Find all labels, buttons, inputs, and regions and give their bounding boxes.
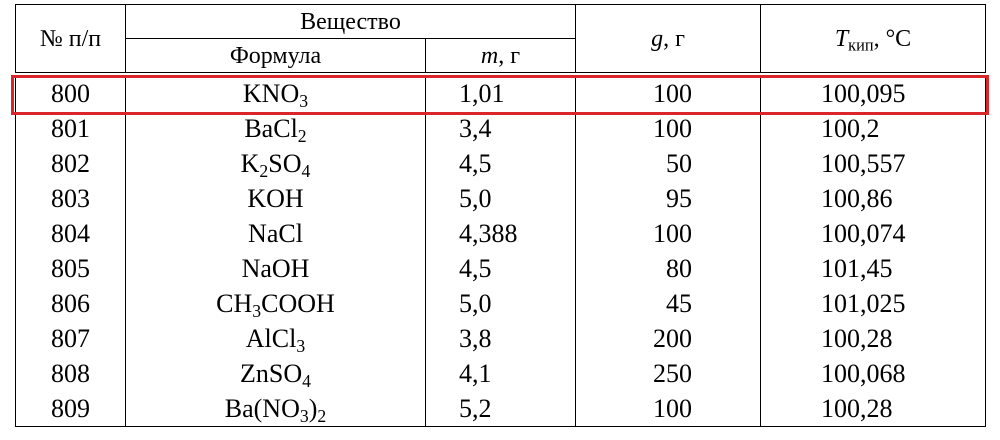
formula-part: K	[240, 148, 260, 178]
mass-cell: 5,0	[425, 286, 576, 321]
header-cell: Tкип, °C	[760, 4, 986, 76]
subscript: 3	[296, 335, 306, 356]
formula-cell: KOH	[125, 181, 426, 216]
subscript: 2	[259, 160, 269, 181]
formula-part: COOH	[261, 288, 335, 318]
header-cell: Формула	[125, 38, 426, 76]
number-cell: 806	[15, 286, 126, 321]
table-row: 808 ZnSO4 4,1 250 100,068	[15, 356, 986, 391]
subscript: 3	[299, 405, 309, 426]
water-cell: 45	[575, 286, 761, 321]
number-cell: 803	[15, 181, 126, 216]
formula-part: SO	[268, 148, 302, 178]
symbol: m	[480, 42, 499, 69]
boiling-cell: 100,557	[760, 146, 986, 181]
formula-cell: Ba(NO3)2	[125, 391, 426, 427]
number-cell: 802	[15, 146, 126, 181]
water-cell: 200	[575, 321, 761, 356]
boiling-cell: 100,28	[760, 321, 986, 356]
boiling-cell: 100,28	[760, 391, 986, 427]
number-cell: 808	[15, 356, 126, 391]
data-table: № п/п Вещество g, г Tкип, °C Формула m, …	[15, 4, 986, 427]
symbol: T	[834, 25, 849, 52]
water-cell: 100	[575, 216, 761, 251]
table-row: 804 NaCl 4,388 100 100,074	[15, 216, 986, 251]
number-cell: 809	[15, 391, 126, 427]
header-cell: № п/п	[15, 4, 126, 76]
water-cell: 95	[575, 181, 761, 216]
boiling-cell: 100,86	[760, 181, 986, 216]
formula-part: AlCl	[245, 323, 297, 353]
formula-cell: ZnSO4	[125, 356, 426, 391]
formula-cell: BaCl2	[125, 111, 426, 146]
table-row: 807 AlCl3 3,8 200 100,28	[15, 321, 986, 356]
table-row: 809 Ba(NO3)2 5,2 100 100,28	[15, 391, 986, 427]
formula-cell: K2SO4	[125, 146, 426, 181]
formula-part: CH	[216, 288, 253, 318]
number-cell: 804	[15, 216, 126, 251]
table-header: № п/п Вещество g, г Tкип, °C Формула m, …	[15, 4, 986, 76]
table-row: 803 KOH 5,0 95 100,86	[15, 181, 986, 216]
header-cell: m, г	[425, 38, 576, 76]
table-row: 805 NaOH 4,5 80 101,45	[15, 251, 986, 286]
unit: , г	[498, 42, 521, 69]
table-body: 800 KNO3 1,01 100 100,095 801 BaCl2 3,4 100 100,2…	[15, 74, 986, 427]
table-row: 802 K2SO4 4,5 50 100,557	[15, 146, 986, 181]
mass-cell: 4,5	[425, 146, 576, 181]
mass-cell: 3,8	[425, 321, 576, 356]
water-cell: 80	[575, 251, 761, 286]
formula-part: KNO	[242, 78, 300, 108]
unit: , °C	[873, 25, 912, 52]
formula-part: KOH	[247, 183, 304, 213]
table-row: 800 KNO3 1,01 100 100,095	[15, 74, 986, 111]
boiling-cell: 100,2	[760, 111, 986, 146]
formula-part: BaCl	[244, 113, 298, 143]
mass-cell: 4,1	[425, 356, 576, 391]
mass-cell: 4,388	[425, 216, 576, 251]
formula-part: NaOH	[241, 253, 310, 283]
formula-part: Ba(NO	[224, 393, 300, 423]
header-cell: g, г	[575, 4, 761, 76]
formula-cell: CH3COOH	[125, 286, 426, 321]
water-cell: 100	[575, 111, 761, 146]
number-cell: 801	[15, 111, 126, 146]
subscript: 2	[297, 125, 307, 146]
subscript: кип	[848, 35, 874, 55]
water-cell: 100	[575, 74, 761, 111]
mass-cell: 5,2	[425, 391, 576, 427]
boiling-cell: 100,074	[760, 216, 986, 251]
mass-cell: 1,01	[425, 74, 576, 111]
table-row: 801 BaCl2 3,4 100 100,2	[15, 111, 986, 146]
subscript: 4	[301, 160, 311, 181]
water-cell: 250	[575, 356, 761, 391]
formula-part: )	[308, 393, 318, 423]
header-cell: Вещество	[125, 4, 576, 39]
boiling-cell: 100,095	[760, 74, 986, 111]
subscript: 3	[252, 300, 262, 321]
boiling-cell: 100,068	[760, 356, 986, 391]
number-cell: 800	[15, 74, 126, 111]
subscript: 4	[302, 370, 311, 391]
water-cell: 50	[575, 146, 761, 181]
boiling-cell: 101,025	[760, 286, 986, 321]
symbol: g	[651, 25, 664, 52]
boiling-cell: 101,45	[760, 251, 986, 286]
water-cell: 100	[575, 391, 761, 427]
mass-cell: 3,4	[425, 111, 576, 146]
formula-cell: AlCl3	[125, 321, 426, 356]
subscript: 2	[317, 405, 327, 426]
unit: , г	[663, 25, 685, 52]
formula-cell: NaOH	[125, 251, 426, 286]
mass-cell: 4,5	[425, 251, 576, 286]
table-row: 806 CH3COOH 5,0 45 101,025	[15, 286, 986, 321]
formula-cell: NaCl	[125, 216, 426, 251]
mass-cell: 5,0	[425, 181, 576, 216]
subscript: 3	[299, 90, 309, 111]
number-cell: 807	[15, 321, 126, 356]
formula-cell: KNO3	[125, 74, 426, 111]
formula-part: NaCl	[248, 218, 303, 248]
number-cell: 805	[15, 251, 126, 286]
formula-part: ZnSO	[240, 358, 303, 388]
